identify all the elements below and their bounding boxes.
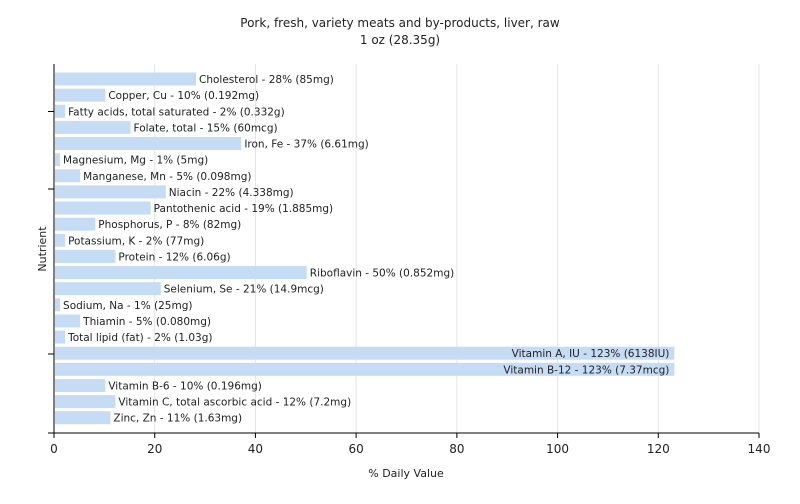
bar-label: Pantothenic acid - 19% (1.885mg) xyxy=(154,203,333,215)
x-tick-label: 100 xyxy=(546,442,569,456)
bars: Cholesterol - 28% (85mg) Copper, Cu - 10%… xyxy=(55,72,675,425)
bar xyxy=(55,362,675,376)
bar xyxy=(55,185,166,199)
bar xyxy=(55,298,61,312)
bar-label: Sodium, Na - 1% (25mg) xyxy=(63,300,192,312)
x-tick-label: 40 xyxy=(248,442,263,456)
bar xyxy=(55,314,81,328)
bar-label: Copper, Cu - 10% (0.192mg) xyxy=(108,90,259,102)
bar xyxy=(55,120,131,134)
y-axis-title: Nutrient xyxy=(36,226,49,272)
bar-label: Thiamin - 5% (0.080mg) xyxy=(82,316,211,328)
bar xyxy=(55,330,66,344)
x-tick-label: 20 xyxy=(147,442,162,456)
bar-label: Vitamin B-12 - 123% (7.37mcg) xyxy=(503,364,669,376)
bar xyxy=(55,201,151,215)
bar xyxy=(55,169,81,183)
bar xyxy=(55,137,242,151)
chart-subtitle: 1 oz (28.35g) xyxy=(360,33,440,47)
bar-label: Manganese, Mn - 5% (0.098mg) xyxy=(83,171,251,183)
bar-label: Potassium, K - 2% (77mg) xyxy=(68,235,204,247)
x-tick-label: 140 xyxy=(748,442,771,456)
bar-label: Phosphorus, P - 8% (82mg) xyxy=(98,219,241,231)
bar xyxy=(55,153,61,167)
bar xyxy=(55,266,307,280)
bar xyxy=(55,346,675,360)
bar xyxy=(55,217,96,231)
bar-label: Fatty acids, total saturated - 2% (0.332… xyxy=(68,106,285,118)
bar-label: Magnesium, Mg - 1% (5mg) xyxy=(63,155,208,167)
bar xyxy=(55,233,66,247)
bar xyxy=(55,411,111,425)
x-axis-title: % Daily Value xyxy=(368,467,444,480)
bar xyxy=(55,104,66,118)
bar-label: Cholesterol - 28% (85mg) xyxy=(199,74,334,86)
chart-title: Pork, fresh, variety meats and by-produc… xyxy=(240,16,560,30)
bar xyxy=(55,395,116,409)
bar-label: Vitamin C, total ascorbic acid - 12% (7.… xyxy=(118,397,351,409)
bar-label: Folate, total - 15% (60mcg) xyxy=(134,122,278,134)
x-tick-label: 60 xyxy=(349,442,364,456)
bar-label: Total lipid (fat) - 2% (1.03g) xyxy=(67,332,212,344)
bar xyxy=(55,282,161,296)
x-tick-label: 0 xyxy=(50,442,58,456)
bar-label: Iron, Fe - 37% (6.61mg) xyxy=(244,139,368,151)
bar-label: Riboflavin - 50% (0.852mg) xyxy=(310,268,454,280)
bar-label: Niacin - 22% (4.338mg) xyxy=(169,187,294,199)
bar xyxy=(55,378,106,392)
x-tick-label: 80 xyxy=(449,442,464,456)
axes: 0 20 40 60 80 100 120 140 xyxy=(48,64,770,456)
x-tick-label: 120 xyxy=(647,442,670,456)
bar-label: Protein - 12% (6.06g) xyxy=(118,251,230,263)
bar-label: Vitamin A, IU - 123% (6138IU) xyxy=(512,348,670,360)
bar xyxy=(55,88,106,102)
bar-label: Vitamin B-6 - 10% (0.196mg) xyxy=(108,380,262,392)
bar-label: Selenium, Se - 21% (14.9mcg) xyxy=(164,284,324,296)
bar xyxy=(55,249,116,263)
bar xyxy=(55,72,196,86)
bar-label: Zinc, Zn - 11% (1.63mg) xyxy=(113,413,242,425)
grid-lines xyxy=(154,64,760,433)
